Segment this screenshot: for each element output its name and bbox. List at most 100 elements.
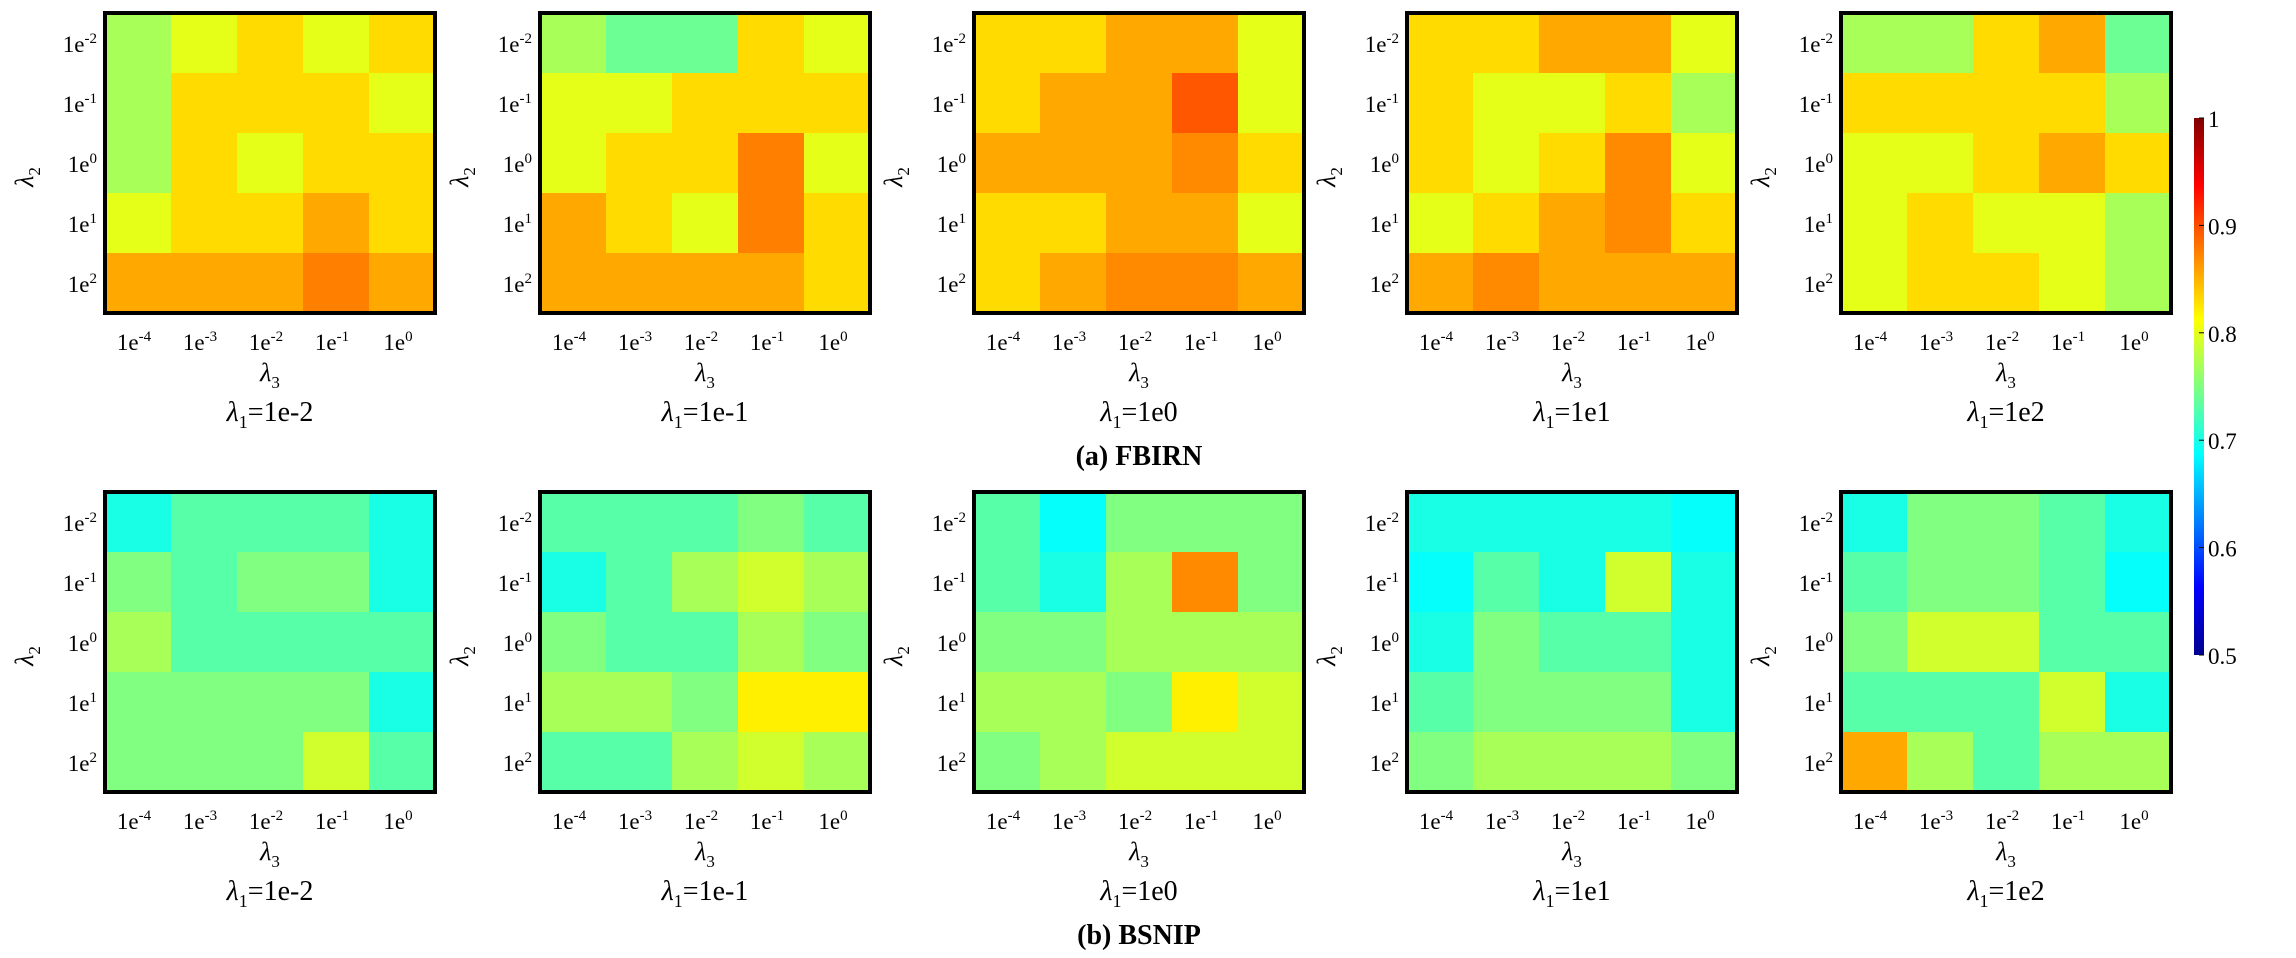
- heatmap-panel: 1e-2 1e-1 1e0 1e1 1e2 1e-4 1e-3 1e-2 1e-1 1e0 λ2 λ3…: [879, 490, 1306, 911]
- heatmap-cell: [1539, 133, 1606, 194]
- heatmap-cell: [1841, 552, 1908, 613]
- heatmap-cell: [974, 73, 1041, 134]
- heatmap-cell: [2105, 13, 2172, 74]
- heatmap-cell: [804, 492, 871, 553]
- panel-subtitle: λ1=1e-1: [661, 876, 749, 911]
- panel-frame: [103, 490, 437, 794]
- heatmap-cell: [1973, 732, 2040, 793]
- heatmap-cell: [1841, 73, 1908, 134]
- heatmap-cell: [1238, 13, 1305, 74]
- y-tick-label: 1e1: [1804, 690, 1833, 716]
- heatmap-cell: [974, 13, 1041, 74]
- heatmap-cell: [804, 13, 871, 74]
- heatmap-cell: [1238, 133, 1305, 194]
- heatmap-cell: [1106, 253, 1173, 314]
- y-tick-label: 1e-1: [63, 91, 97, 117]
- heatmap-cell: [1106, 13, 1173, 74]
- colorbar: 0.5 0.6 0.7 0.8 0.9 1: [2194, 107, 2237, 669]
- y-tick-label: 1e-1: [498, 91, 532, 117]
- heatmap-panel: 1e-2 1e-1 1e0 1e1 1e2 1e-4 1e-3 1e-2 1e-1 1e0 λ2 λ3…: [10, 490, 437, 911]
- heatmap-cell: [1539, 552, 1606, 613]
- heatmap-cell: [1841, 193, 1908, 254]
- heatmap-cell: [974, 133, 1041, 194]
- heatmap-cell: [1671, 253, 1738, 314]
- y-tick-label: 1e-1: [1365, 570, 1399, 596]
- x-tick-label: 1e-1: [750, 329, 784, 355]
- heatmap-cell: [1238, 193, 1305, 254]
- y-tick-label: 1e2: [1370, 750, 1399, 776]
- panel-subtitle: λ1=1e1: [1532, 397, 1610, 432]
- heatmap-cell: [237, 253, 304, 314]
- heatmap-cell: [738, 13, 805, 74]
- heatmap-cell: [738, 73, 805, 134]
- heatmap-cell: [171, 73, 238, 134]
- heatmap-cell: [1539, 73, 1606, 134]
- y-tick-label: 1e-2: [498, 510, 532, 536]
- heatmap-cell: [1040, 672, 1107, 733]
- heatmap-cell: [672, 133, 739, 194]
- heatmap-cell: [540, 732, 607, 793]
- panel-frame: [1839, 490, 2173, 794]
- heatmap-cell: [2039, 612, 2106, 673]
- heatmap-cell: [237, 732, 304, 793]
- heatmap-cell: [1473, 732, 1540, 793]
- heatmap-cell: [303, 73, 370, 134]
- heatmap-cell: [2039, 492, 2106, 553]
- heatmap-cell: [1671, 612, 1738, 673]
- heatmap-cell: [1473, 253, 1540, 314]
- colorbar-tick-label: 1: [2208, 107, 2220, 132]
- heatmap-cell: [606, 492, 673, 553]
- heatmap-cell: [237, 73, 304, 134]
- heatmap-cell: [2039, 73, 2106, 134]
- heatmap-cell: [171, 732, 238, 793]
- x-tick-label: 1e-1: [315, 808, 349, 834]
- x-axis-label: λ3: [1561, 837, 1582, 871]
- heatmap-cell: [1605, 552, 1672, 613]
- heatmap-cell: [1238, 672, 1305, 733]
- heatmap-cell: [1106, 492, 1173, 553]
- y-tick-label: 1e0: [503, 151, 532, 177]
- heatmap-cell: [606, 13, 673, 74]
- heatmap-cell: [672, 552, 739, 613]
- heatmap-cell: [1407, 552, 1474, 613]
- heatmap-cell: [1907, 552, 1974, 613]
- y-tick-label: 1e-1: [932, 91, 966, 117]
- heatmap-cell: [606, 253, 673, 314]
- x-tick-label: 1e-3: [1052, 808, 1086, 834]
- x-tick-label: 1e0: [1685, 808, 1714, 834]
- heatmap-cell: [738, 253, 805, 314]
- heatmap-cell: [974, 193, 1041, 254]
- heatmap-cell: [672, 13, 739, 74]
- heatmap-cell: [369, 13, 436, 74]
- heatmap-panel: 1e-2 1e-1 1e0 1e1 1e2 1e-4 1e-3 1e-2 1e-1 1e0 λ2 λ3…: [1312, 11, 1739, 432]
- heatmap-cell: [1973, 552, 2040, 613]
- x-axis-label: λ3: [1995, 358, 2016, 392]
- heatmap-cell: [1172, 672, 1239, 733]
- x-tick-label: 1e-3: [183, 329, 217, 355]
- y-axis-label: λ2: [879, 167, 913, 188]
- heatmap-cell: [1907, 672, 1974, 733]
- panel-frame: [1405, 490, 1739, 794]
- heatmap-cell: [540, 133, 607, 194]
- heatmap-cell: [1671, 552, 1738, 613]
- heatmap-cell: [540, 193, 607, 254]
- heatmap-panel: 1e-2 1e-1 1e0 1e1 1e2 1e-4 1e-3 1e-2 1e-1 1e0 λ2 λ3…: [1746, 11, 2173, 432]
- heatmap-cell: [1040, 552, 1107, 613]
- heatmap-cell: [1172, 253, 1239, 314]
- x-axis-label: λ3: [1128, 837, 1149, 871]
- heatmap-cell: [1407, 732, 1474, 793]
- colorbar-tick-label: 0.6: [2208, 537, 2237, 562]
- heatmap-cell: [804, 612, 871, 673]
- x-tick-label: 1e-4: [552, 329, 587, 355]
- heatmap-cell: [171, 13, 238, 74]
- x-axis-label: λ3: [694, 837, 715, 871]
- panel-group-1: 1e-2 1e-1 1e0 1e1 1e2 1e-4 1e-3 1e-2 1e-1 1e0 λ2 λ3…: [10, 490, 2173, 951]
- heatmap-cell: [1238, 612, 1305, 673]
- heatmap-cell: [1907, 13, 1974, 74]
- x-axis-label: λ3: [259, 837, 280, 871]
- heatmap-cell: [1040, 492, 1107, 553]
- heatmap-cell: [1907, 732, 1974, 793]
- heatmap-cell: [2039, 193, 2106, 254]
- heatmap-cell: [1907, 612, 1974, 673]
- heatmap-cell: [738, 732, 805, 793]
